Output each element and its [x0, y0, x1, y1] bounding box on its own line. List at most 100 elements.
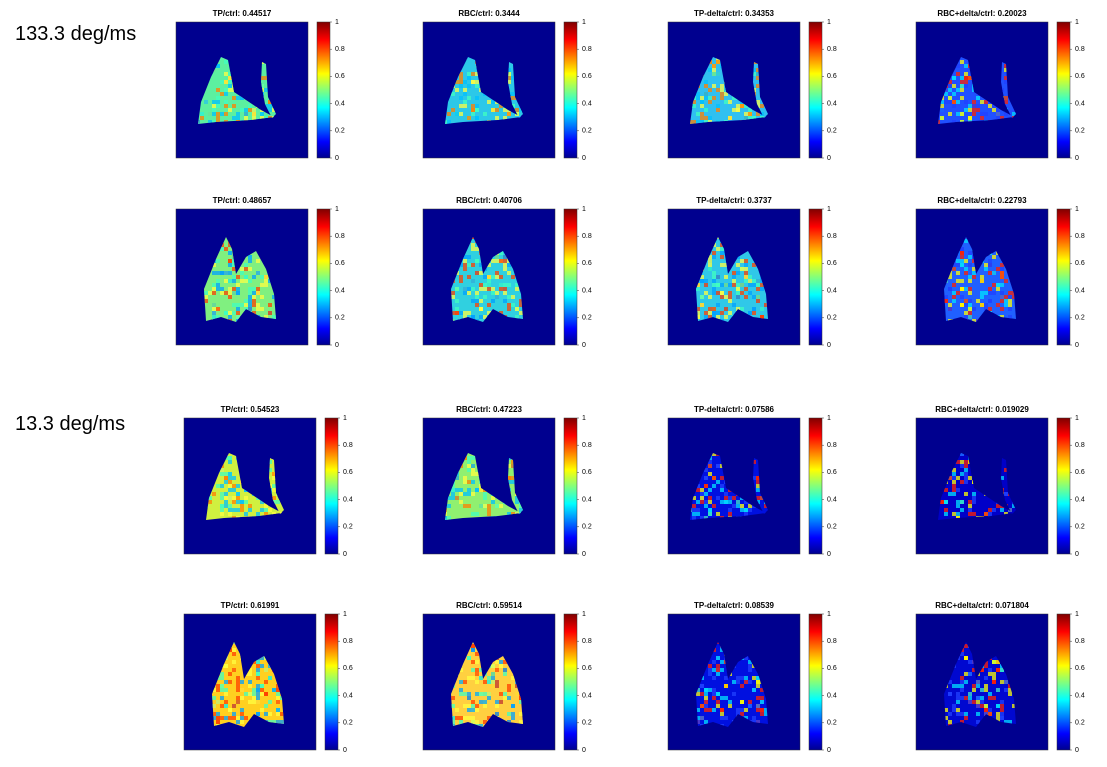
colorbar-tick-label: 1 — [335, 206, 339, 213]
image-background — [422, 21, 556, 159]
panel-title: RBC+delta/ctrl: 0.071804 — [935, 601, 1029, 610]
image-background — [915, 21, 1049, 159]
colorbar-tick-label: 0.8 — [827, 46, 837, 53]
colorbar — [316, 21, 331, 159]
colorbar-tick-label: 0.2 — [827, 128, 837, 135]
colorbar-tick-label: 0.6 — [827, 73, 837, 80]
colorbar-tick-label: 0.4 — [335, 100, 345, 107]
colorbar-tick-label: 0 — [582, 551, 586, 558]
group-label: 13.3 deg/ms — [15, 413, 125, 435]
colorbar-tick-label: 1 — [582, 415, 586, 422]
colorbar-tick-label: 1 — [582, 206, 586, 213]
panel-title: TP-delta/ctrl: 0.07586 — [694, 405, 775, 414]
image-background — [422, 417, 556, 555]
colorbar — [808, 208, 823, 346]
panel-title: TP-delta/ctrl: 0.3737 — [696, 196, 772, 205]
colorbar — [808, 417, 823, 555]
panel-title: TP/ctrl: 0.61991 — [221, 601, 280, 610]
panel-title: TP-delta/ctrl: 0.08539 — [694, 601, 775, 610]
colorbar-tick-label: 0.6 — [1075, 73, 1085, 80]
panel: TP-delta/ctrl: 0.34353 0 0.2 0.4 0.6 0.8 1 — [667, 9, 837, 162]
image-background — [915, 417, 1049, 555]
colorbar-tick-label: 0.4 — [343, 692, 353, 699]
panel-title: RBC/ctrl: 0.47223 — [456, 405, 522, 414]
colorbar-tick-label: 0 — [335, 342, 339, 349]
colorbar-tick-label: 1 — [827, 19, 831, 26]
colorbar-tick-label: 0.4 — [827, 496, 837, 503]
colorbar — [563, 613, 578, 751]
colorbar-tick-label: 0.2 — [1075, 315, 1085, 322]
panel: TP/ctrl: 0.54523 0 0.2 0.4 0.6 0.8 1 — [183, 405, 353, 558]
colorbar-tick-label: 0 — [582, 342, 586, 349]
colorbar-tick-label: 0.6 — [335, 73, 345, 80]
colorbar-tick-label: 0.4 — [827, 287, 837, 294]
colorbar-tick-label: 0 — [827, 155, 831, 162]
colorbar-tick-label: 1 — [827, 611, 831, 618]
colorbar-tick-label: 1 — [343, 611, 347, 618]
colorbar-tick-label: 0.6 — [827, 469, 837, 476]
panel-title: RBC+delta/ctrl: 0.019029 — [935, 405, 1029, 414]
panel: TP/ctrl: 0.44517 0 0.2 0.4 0.6 0.8 1 — [175, 9, 345, 162]
panel-title: RBC+delta/ctrl: 0.20023 — [937, 9, 1027, 18]
colorbar-tick-label: 0.6 — [1075, 665, 1085, 672]
colorbar — [324, 613, 339, 751]
colorbar-tick-label: 0.2 — [827, 720, 837, 727]
colorbar-tick-label: 1 — [1075, 415, 1079, 422]
colorbar-tick-label: 0.2 — [582, 524, 592, 531]
colorbar — [563, 21, 578, 159]
colorbar-tick-label: 0.8 — [1075, 46, 1085, 53]
colorbar-tick-label: 0.6 — [335, 260, 345, 267]
colorbar-tick-label: 0.4 — [1075, 100, 1085, 107]
colorbar-tick-label: 0.6 — [582, 73, 592, 80]
panel: TP-delta/ctrl: 0.07586 0 0.2 0.4 0.6 0.8 1 — [667, 405, 837, 558]
colorbar-tick-label: 0 — [343, 747, 347, 754]
colorbar — [1056, 21, 1071, 159]
panel: RBC+delta/ctrl: 0.019029 0 0.2 0.4 0.6 0.8 1 — [915, 405, 1085, 558]
colorbar-tick-label: 1 — [1075, 206, 1079, 213]
colorbar-tick-label: 0.2 — [827, 315, 837, 322]
colorbar-tick-label: 0.8 — [335, 46, 345, 53]
colorbar-tick-label: 1 — [827, 415, 831, 422]
colorbar-tick-label: 0 — [1075, 155, 1079, 162]
colorbar-tick-label: 0 — [1075, 342, 1079, 349]
panel-title: TP/ctrl: 0.54523 — [221, 405, 280, 414]
panel-title: RBC/ctrl: 0.59514 — [456, 601, 522, 610]
colorbar-tick-label: 0.8 — [582, 46, 592, 53]
colorbar — [1056, 417, 1071, 555]
colorbar-tick-label: 0.8 — [827, 233, 837, 240]
panel: RBC/ctrl: 0.59514 0 0.2 0.4 0.6 0.8 1 — [422, 601, 592, 754]
colorbar-tick-label: 0.4 — [582, 287, 592, 294]
colorbar-tick-label: 1 — [1075, 611, 1079, 618]
colorbar-tick-label: 1 — [582, 19, 586, 26]
colorbar-tick-label: 0.8 — [582, 442, 592, 449]
colorbar-tick-label: 0.4 — [1075, 287, 1085, 294]
colorbar-tick-label: 0.4 — [827, 100, 837, 107]
image-background — [667, 21, 801, 159]
colorbar-tick-label: 0.4 — [335, 287, 345, 294]
colorbar-tick-label: 0.8 — [343, 638, 353, 645]
colorbar-tick-label: 0.2 — [343, 720, 353, 727]
panel-title: RBC+delta/ctrl: 0.22793 — [937, 196, 1027, 205]
colorbar-tick-label: 0 — [582, 747, 586, 754]
colorbar-tick-label: 0.8 — [582, 233, 592, 240]
colorbar-tick-label: 0.8 — [582, 638, 592, 645]
colorbar-tick-label: 1 — [827, 206, 831, 213]
colorbar-tick-label: 0.8 — [343, 442, 353, 449]
colorbar-tick-label: 1 — [343, 415, 347, 422]
colorbar-tick-label: 0 — [1075, 747, 1079, 754]
panel-title: TP/ctrl: 0.48657 — [213, 196, 272, 205]
panel: RBC+delta/ctrl: 0.071804 0 0.2 0.4 0.6 0.8 1 — [915, 601, 1085, 754]
colorbar-tick-label: 0 — [1075, 551, 1079, 558]
colorbar-tick-label: 0.6 — [827, 260, 837, 267]
colorbar-tick-label: 0.4 — [827, 692, 837, 699]
colorbar-tick-label: 0.8 — [1075, 442, 1085, 449]
colorbar — [316, 208, 331, 346]
panel: TP/ctrl: 0.48657 0 0.2 0.4 0.6 0.8 1 — [175, 196, 345, 349]
colorbar-tick-label: 0 — [582, 155, 586, 162]
panel-title: RBC/ctrl: 0.3444 — [458, 9, 520, 18]
colorbar — [324, 417, 339, 555]
colorbar-tick-label: 0.6 — [1075, 260, 1085, 267]
colorbar-tick-label: 0.6 — [827, 665, 837, 672]
